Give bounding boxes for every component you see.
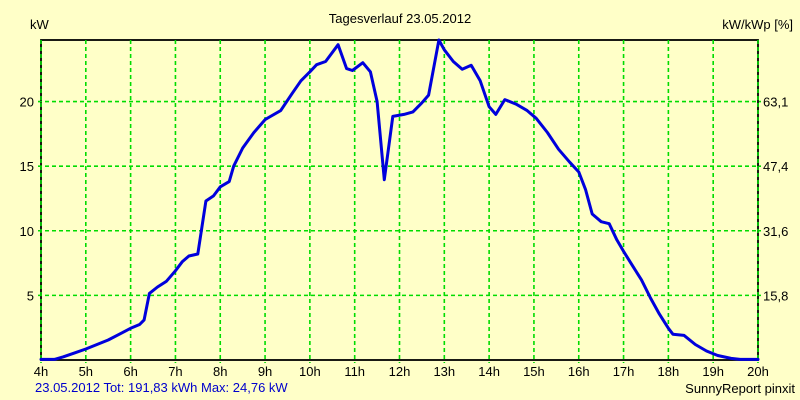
status-summary-text: 23.05.2012 Tot: 191,83 kWh Max: 24,76 kW — [35, 380, 288, 395]
power-curve-group — [39, 38, 760, 361]
x-tick-label: 13h — [433, 364, 455, 379]
x-tick-label: 19h — [702, 364, 724, 379]
y-tick-label-right: 47,4 — [763, 159, 788, 174]
y-tick-label-left: 5 — [27, 288, 34, 303]
x-tick-label: 8h — [213, 364, 227, 379]
x-tick-label: 17h — [613, 364, 635, 379]
x-tick-label: 9h — [258, 364, 272, 379]
y-tick-label-left: 10 — [20, 224, 34, 239]
y-tick-label-left: 20 — [20, 95, 34, 110]
chart-title: Tagesverlauf 23.05.2012 — [329, 11, 471, 26]
x-tick-label: 18h — [658, 364, 680, 379]
x-tick-label: 10h — [299, 364, 321, 379]
brand-label: SunnyReport pinxit — [685, 381, 795, 396]
x-tick-label: 6h — [123, 364, 137, 379]
left-axis-unit-label: kW — [30, 17, 50, 32]
y-tick-label-left: 15 — [20, 159, 34, 174]
x-tick-label: 11h — [344, 364, 365, 379]
axis-tick-labels: 4h 5h 6h 7h 8h 9h 10h 11h 12h 13h 14h 15h 16h 17h 18h 1… — [20, 95, 789, 379]
x-tick-label: 14h — [478, 364, 500, 379]
x-tick-label: 12h — [389, 364, 411, 379]
x-tick-label: 5h — [79, 364, 93, 379]
x-tick-label: 16h — [568, 364, 590, 379]
x-tick-label: 20h — [747, 364, 769, 379]
gridlines — [38, 40, 761, 363]
y-tick-label-right: 31,6 — [763, 224, 788, 239]
x-tick-label: 15h — [523, 364, 545, 379]
y-tick-label-right: 15,8 — [763, 288, 788, 303]
right-axis-unit-label: kW/kWp [%] — [722, 17, 793, 32]
x-tick-label: 7h — [168, 364, 182, 379]
y-tick-label-right: 63,1 — [763, 95, 788, 110]
power-curve — [39, 38, 760, 361]
x-tick-label: 4h — [34, 364, 48, 379]
